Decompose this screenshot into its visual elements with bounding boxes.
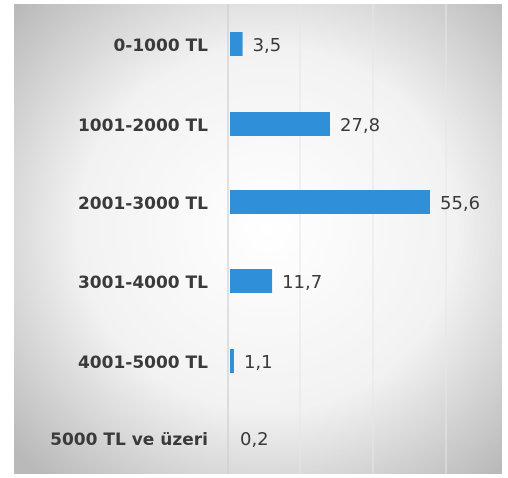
category-label: 3001-4000 TL	[78, 273, 208, 293]
bar	[230, 190, 430, 214]
value-label: 3,5	[253, 35, 282, 56]
value-label: 11,7	[282, 272, 322, 293]
value-label: 1,1	[244, 352, 273, 373]
labels: 0-1000 TL 3,5 1001-2000 TL 27,8 2001-3000 TL…	[50, 35, 480, 450]
value-label: 27,8	[340, 115, 380, 136]
chart-background	[14, 4, 502, 474]
category-label: 2001-3000 TL	[78, 194, 208, 214]
category-label: 1001-2000 TL	[78, 116, 208, 136]
gridlines	[227, 4, 447, 474]
value-label: 55,6	[440, 193, 480, 214]
bar	[230, 112, 330, 136]
value-label: 0,2	[240, 429, 269, 450]
bars	[230, 32, 430, 373]
category-label: 4001-5000 TL	[78, 353, 208, 373]
category-label: 0-1000 TL	[113, 36, 208, 56]
bar	[230, 349, 234, 373]
bar	[230, 269, 273, 293]
bar	[230, 32, 243, 56]
category-label: 5000 TL ve üzeri	[50, 430, 208, 450]
